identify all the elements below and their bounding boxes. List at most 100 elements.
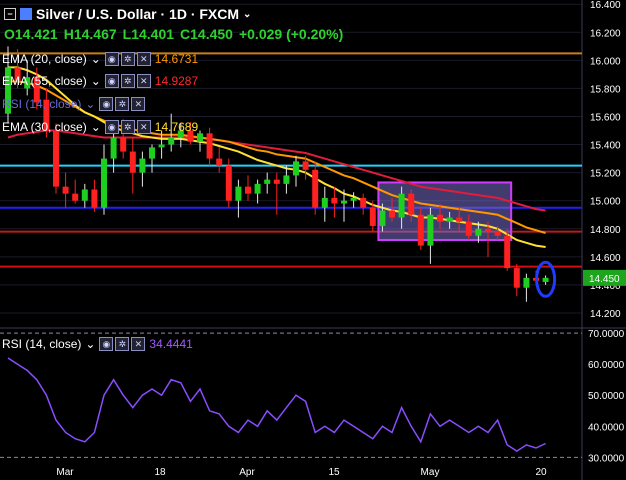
gear-icon[interactable]: ✲ xyxy=(115,337,130,351)
candle-body xyxy=(350,197,357,201)
candle-body xyxy=(5,67,11,114)
candle xyxy=(437,203,443,229)
candle xyxy=(149,144,155,173)
indicator-ema20[interactable]: EMA (20, close) ⌄ ◉ ✲ ✕ 14.6731 xyxy=(2,52,198,66)
candle-body xyxy=(139,158,146,173)
candle xyxy=(456,207,463,232)
indicator-ema30[interactable]: EMA (30, close) ⌄ ◉ ✲ ✕ 14.7689 xyxy=(2,120,198,134)
symbol-color-icon xyxy=(20,8,32,20)
candle xyxy=(379,203,386,232)
indicator-value: 14.7689 xyxy=(154,120,199,134)
candle xyxy=(168,113,175,152)
candle-body xyxy=(427,214,434,246)
candle xyxy=(494,225,501,240)
candle xyxy=(264,172,271,194)
candle-body xyxy=(273,179,280,184)
change-value: +0.029 (+0.20%) xyxy=(238,26,344,42)
candle-body xyxy=(14,67,21,82)
candle-body xyxy=(216,158,223,166)
candle-body xyxy=(379,210,386,226)
collapse-icon[interactable]: − xyxy=(4,8,16,20)
candle-body xyxy=(321,197,328,208)
candle xyxy=(427,207,434,264)
candle-body xyxy=(513,268,520,288)
eye-icon[interactable]: ◉ xyxy=(99,97,114,111)
candle xyxy=(254,179,261,204)
candle xyxy=(321,186,328,222)
candle xyxy=(350,192,357,208)
candle-body xyxy=(158,144,165,148)
rsi-panel-header[interactable]: RSI (14, close) ⌄ ◉ ✲ ✕ 34.4441 xyxy=(2,337,193,351)
chevron-down-icon[interactable]: ⌄ xyxy=(243,8,252,20)
price-tick-label: 14.800 xyxy=(590,225,621,236)
candle xyxy=(360,193,367,215)
candle xyxy=(341,189,347,222)
candle xyxy=(523,273,530,302)
candle-body xyxy=(456,217,463,222)
candle xyxy=(235,179,242,218)
x-tick-label: May xyxy=(421,467,440,478)
open-value: O14.421 xyxy=(4,26,58,42)
eye-icon[interactable]: ◉ xyxy=(99,337,114,351)
gear-icon[interactable]: ✲ xyxy=(115,97,130,111)
candle-body xyxy=(437,214,443,222)
chevron-down-icon[interactable]: ⌄ xyxy=(90,120,101,134)
candle xyxy=(417,207,424,250)
candle-body xyxy=(149,147,155,159)
candle-body xyxy=(254,183,261,194)
candle xyxy=(542,275,549,285)
chevron-down-icon[interactable]: ⌄ xyxy=(85,97,96,111)
candle xyxy=(225,158,232,208)
candle-body xyxy=(465,221,472,236)
candle xyxy=(485,221,491,257)
rsi-tick-label: 70.0000 xyxy=(588,329,625,340)
candle xyxy=(24,60,31,96)
candle xyxy=(43,88,50,138)
eye-icon[interactable]: ◉ xyxy=(104,74,119,88)
candle-body xyxy=(53,130,59,187)
candle xyxy=(283,165,290,194)
candle-body xyxy=(341,200,347,204)
candle xyxy=(245,175,251,201)
candle xyxy=(62,172,69,208)
gear-icon[interactable]: ✲ xyxy=(120,52,135,66)
candle xyxy=(369,200,376,232)
eye-icon[interactable]: ◉ xyxy=(104,52,119,66)
candle-body xyxy=(408,193,415,215)
candle-body xyxy=(168,137,175,145)
candle-body xyxy=(417,214,424,246)
candle-body xyxy=(331,197,338,204)
price-tick-label: 15.000 xyxy=(590,197,621,208)
highlight-ellipse xyxy=(535,260,557,298)
close-icon[interactable]: ✕ xyxy=(131,337,146,351)
chart-title[interactable]: Silver / U.S. Dollar · 1D · FXCM xyxy=(36,6,240,22)
price-tick-label: 16.000 xyxy=(590,56,621,67)
candle-body xyxy=(33,77,40,103)
chevron-down-icon[interactable]: ⌄ xyxy=(90,52,101,66)
chevron-down-icon[interactable]: ⌄ xyxy=(90,74,101,88)
close-icon[interactable]: ✕ xyxy=(136,74,151,88)
candle xyxy=(177,123,184,148)
indicator-value: 14.6731 xyxy=(154,52,199,66)
candle xyxy=(389,197,395,222)
gear-icon[interactable]: ✲ xyxy=(120,74,135,88)
close-icon[interactable]: ✕ xyxy=(131,97,146,111)
candle xyxy=(475,221,482,243)
candle-body xyxy=(494,231,501,236)
close-icon[interactable]: ✕ xyxy=(136,52,151,66)
indicator-rsi-hidden[interactable]: RSI (14, close) ⌄ ◉ ✲ ✕ xyxy=(2,97,146,111)
candle-body xyxy=(398,193,405,218)
close-value: C14.450 xyxy=(180,26,233,42)
candle xyxy=(293,155,299,187)
price-tick-label: 15.400 xyxy=(590,141,621,152)
eye-icon[interactable]: ◉ xyxy=(104,120,119,134)
indicator-ema55[interactable]: EMA (55, close) ⌄ ◉ ✲ ✕ 14.9287 xyxy=(2,74,198,88)
candle xyxy=(158,130,165,159)
candle-body xyxy=(245,186,251,194)
close-icon[interactable]: ✕ xyxy=(136,120,151,134)
candle-body xyxy=(302,161,309,170)
gear-icon[interactable]: ✲ xyxy=(120,120,135,134)
chevron-down-icon[interactable]: ⌄ xyxy=(85,337,96,351)
rsi-line xyxy=(7,357,546,452)
